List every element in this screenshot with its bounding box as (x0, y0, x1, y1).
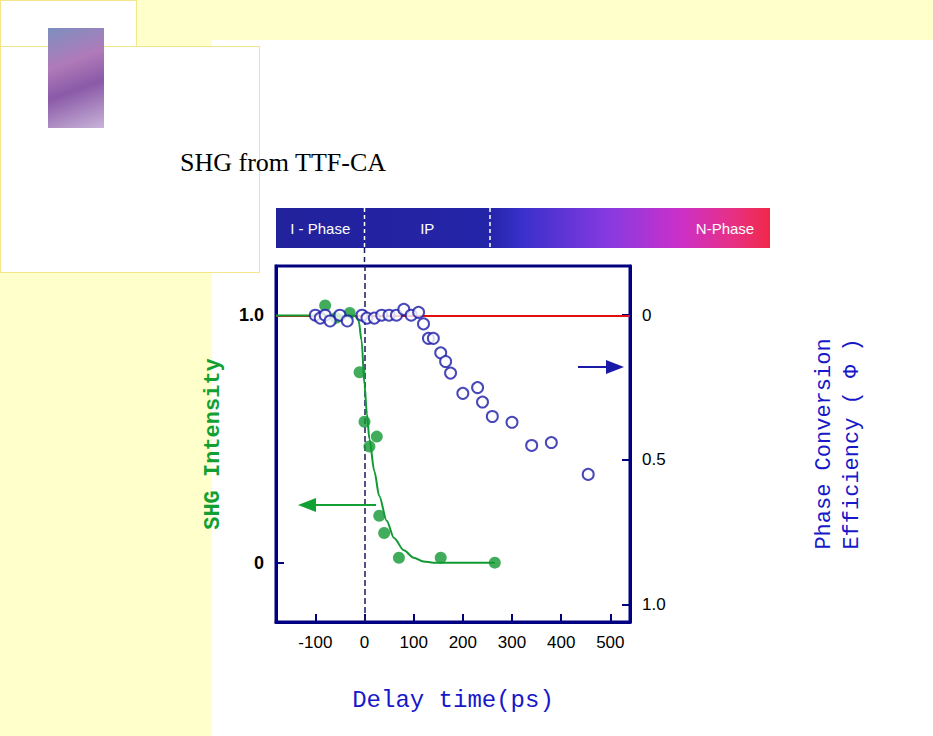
svg-text:200: 200 (449, 633, 477, 652)
svg-text:300: 300 (498, 633, 526, 652)
svg-text:100: 100 (399, 633, 427, 652)
svg-text:500: 500 (596, 633, 624, 652)
svg-text:0: 0 (642, 306, 651, 325)
svg-text:Efficiency ( Φ ): Efficiency ( Φ ) (840, 338, 865, 549)
svg-text:Delay time(ps): Delay time(ps) (352, 687, 554, 714)
svg-text:SHG Intensity: SHG Intensity (201, 358, 226, 530)
svg-text:Phase Conversion: Phase Conversion (812, 338, 837, 549)
svg-text:1.0: 1.0 (642, 595, 666, 614)
svg-text:400: 400 (547, 633, 575, 652)
svg-text:I - Phase: I - Phase (290, 220, 350, 237)
svg-text:-100: -100 (298, 633, 332, 652)
svg-text:SHG from TTF-CA: SHG from TTF-CA (180, 148, 386, 177)
svg-text:0.5: 0.5 (642, 450, 666, 469)
svg-text:N-Phase: N-Phase (696, 220, 754, 237)
svg-text:1.0: 1.0 (239, 305, 264, 325)
svg-text:0: 0 (254, 553, 264, 573)
svg-text:IP: IP (420, 220, 434, 237)
svg-text:0: 0 (360, 633, 369, 652)
